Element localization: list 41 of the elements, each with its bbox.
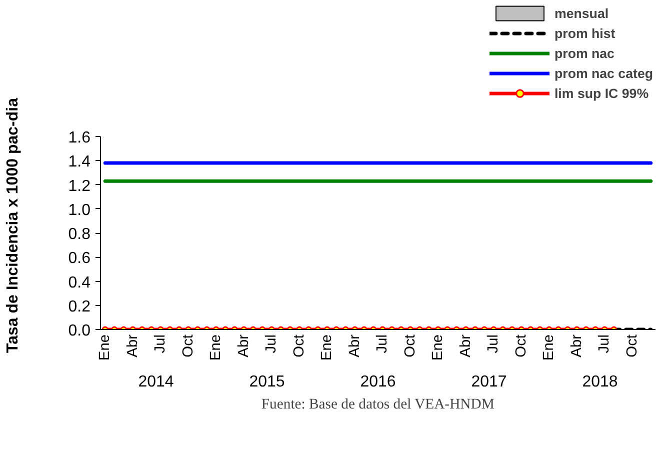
- y-tick-label: 1.4: [68, 154, 91, 171]
- x-tick-label: Oct: [513, 334, 530, 358]
- x-tick-label: Ene: [97, 334, 114, 361]
- text: 2014: [138, 374, 174, 390]
- x-tick-label: Oct: [180, 334, 196, 358]
- x-tick-label: Ene: [430, 334, 446, 361]
- x-tick-label: Oct: [402, 334, 418, 358]
- x-tick-label: Ene: [319, 334, 336, 361]
- y-tick-label: 0.0: [68, 322, 91, 340]
- y-tick-label: 0.6: [68, 250, 91, 268]
- text: 2017: [471, 374, 507, 390]
- x-tick-label: Abr: [124, 334, 141, 358]
- x-tick-label: Ene: [208, 334, 224, 361]
- x-tick-label: Jul: [596, 334, 613, 354]
- x-tick-label: Abr: [236, 334, 252, 358]
- legend-label: prom nac: [554, 44, 614, 62]
- x-tick-label: Abr: [346, 334, 363, 358]
- text: 2015: [249, 374, 285, 390]
- x-tick-label: Oct: [624, 334, 640, 358]
- x-tick-label: Jul: [486, 334, 502, 354]
- y-tick-label: 0.8: [68, 226, 91, 243]
- legend-label: lim sup IC 99%: [554, 84, 649, 102]
- legend-label: mensual: [554, 4, 609, 22]
- x-tick-label: Oct: [291, 334, 308, 358]
- text: 2016: [360, 374, 396, 390]
- x-tick-label: Ene: [541, 334, 558, 361]
- legend-label: prom hist: [554, 24, 616, 42]
- x-tick-label: Abr: [458, 334, 474, 358]
- y-tick-label: 0.4: [68, 274, 91, 292]
- x-tick-label: Jul: [374, 334, 391, 354]
- legend-label: prom nac categ: [554, 64, 653, 82]
- y-tick-label: 1.2: [68, 178, 91, 195]
- text: 2018: [582, 374, 618, 390]
- y-axis-title: Tasa de Incidencia x 1000 pac-dia: [4, 98, 22, 353]
- x-tick-label: Jul: [264, 334, 280, 354]
- x-tick-label: Abr: [568, 334, 585, 358]
- y-tick-label: 0.2: [68, 298, 91, 316]
- source-note: Fuente: Base de datos del VEA-HNDM: [261, 396, 494, 412]
- y-tick-label: 1.0: [68, 202, 91, 219]
- x-tick-label: Jul: [152, 334, 169, 354]
- y-tick-label: 1.6: [68, 130, 91, 146]
